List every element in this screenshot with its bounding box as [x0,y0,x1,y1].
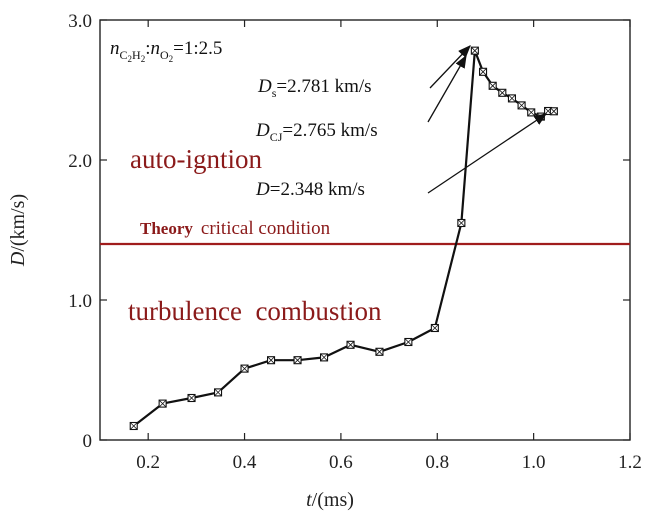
velocity-series-line [133,49,554,427]
data-point-cross [376,348,383,356]
annotation-d: D=2.348 km/s [255,179,365,200]
data-point-cross [267,356,275,364]
data-point-cross [527,109,535,116]
x-tick-label: 1.0 [522,452,546,473]
region-label-turbulence: turbulence combustion [128,296,382,326]
annotation-dcj: DCJ=2.765 km/s [255,120,378,144]
y-tick-label: 3.0 [68,11,92,32]
tick-labels: 0.2 0.4 0.6 0.8 1.0 1.2 0 1.0 2.0 3.0 [68,11,642,473]
annotation-arrow-d [427,113,548,194]
data-point-cross [518,102,525,109]
data-point-cross [458,219,465,227]
x-axis-title: t/(ms) [306,489,354,511]
annotation-ds: Ds=2.781 km/s [257,76,372,100]
axis-ticks [100,19,631,441]
data-point-cross [347,341,354,349]
annotation-arrow-dcj [427,54,467,123]
data-point-cross [499,89,506,97]
velocity-series-markers [129,46,558,431]
y-tick-label: 2.0 [68,151,92,172]
annotation-arrow-ds [429,45,471,89]
x-tick-label: 1.2 [618,452,642,473]
x-tick-label: 0.4 [233,452,257,473]
data-point-cross [294,356,301,364]
data-point-cross [479,68,487,76]
data-point-cross [405,338,412,346]
data-point-cross [471,47,479,54]
y-axis-title: D/(km/s) [7,194,29,267]
mixture-ratio-label: nC2H2:nO2=1:2.5 [110,38,222,64]
data-point-cross [188,394,195,402]
y-tick-label: 0 [83,431,93,452]
x-tick-label: 0.8 [425,452,449,473]
data-point-cross [241,365,248,372]
plot-frame [99,19,631,441]
data-point-cross [431,324,439,332]
data-point-cross [550,107,558,115]
x-tick-label: 0.2 [136,452,160,473]
data-point-cross [159,400,166,407]
region-label-auto-ignition: auto-igntion [130,144,262,174]
data-point-cross [489,82,496,90]
y-tick-label: 1.0 [68,291,92,312]
x-tick-label: 0.6 [329,452,353,473]
data-point-cross [508,95,516,102]
data-point-cross [320,354,328,361]
data-point-cross [214,389,222,396]
data-point-cross [130,422,138,430]
theory-critical-label: Theory critical condition [140,218,331,239]
